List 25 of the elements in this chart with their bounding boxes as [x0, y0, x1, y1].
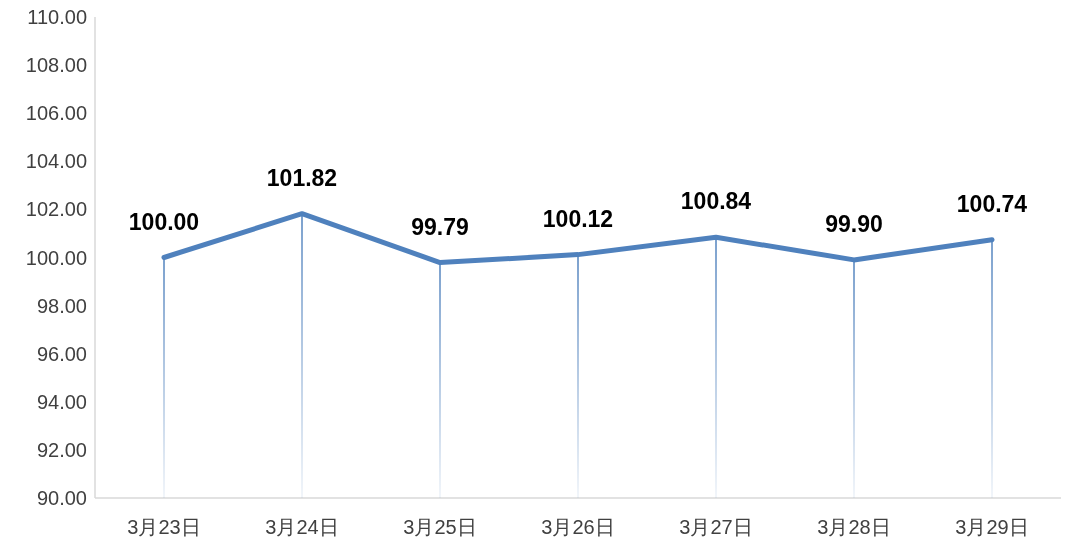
- y-tick-label: 104.00: [25, 150, 87, 173]
- x-tick-label: 3月25日: [403, 516, 477, 538]
- y-tick-label: 108.00: [25, 54, 87, 77]
- y-tick-label: 94.00: [36, 390, 87, 413]
- data-label: 100.12: [542, 205, 614, 232]
- y-tick-label: 102.00: [25, 198, 87, 221]
- data-label: 99.79: [411, 213, 469, 240]
- y-tick-label: 98.00: [36, 294, 87, 317]
- y-tick-label: 110.00: [27, 6, 87, 28]
- y-tick-label: 100.00: [25, 246, 87, 269]
- x-tick-label: 3月26日: [541, 516, 615, 538]
- data-label: 99.90: [825, 210, 883, 237]
- y-tick-label: 106.00: [25, 102, 87, 125]
- y-tick-label: 90.00: [36, 487, 87, 509]
- x-tick-label: 3月23日: [127, 516, 201, 538]
- data-label: 100.84: [680, 188, 752, 215]
- data-label: 100.74: [956, 190, 1028, 217]
- x-tick-label: 3月24日: [265, 516, 339, 538]
- data-label: 100.00: [128, 208, 200, 235]
- y-tick-label: 92.00: [36, 438, 87, 461]
- y-tick-label: 96.00: [36, 342, 87, 365]
- x-tick-label: 3月27日: [679, 516, 753, 538]
- data-label: 101.82: [266, 164, 338, 191]
- x-tick-label: 3月29日: [955, 516, 1029, 538]
- x-tick-label: 3月28日: [817, 516, 891, 538]
